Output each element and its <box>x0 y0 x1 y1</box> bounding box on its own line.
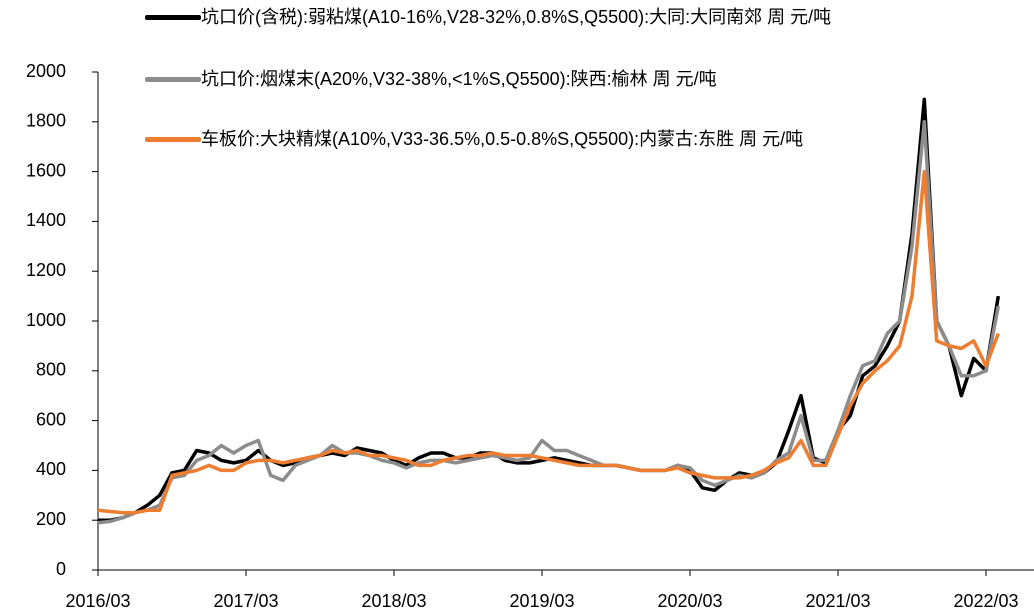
legend-label: 车板价:大块精煤(A10%,V33-36.5%,0.5-0.8%S,Q5500)… <box>201 129 804 149</box>
x-tick-label: 2016/03 <box>65 591 130 611</box>
x-tick-label: 2022/03 <box>953 591 1018 611</box>
series-line <box>98 97 1001 522</box>
legend-item: 坑口价:烟煤末(A20%,V32-38%,<1%S,Q5500):陕西:榆林 周… <box>145 66 975 93</box>
series-line <box>97 120 1001 525</box>
legend-swatch <box>145 137 201 142</box>
y-tick-label: 0 <box>56 559 66 579</box>
y-tick-label: 200 <box>36 509 66 529</box>
legend-swatch <box>145 77 201 82</box>
y-tick-label: 1800 <box>26 111 66 131</box>
series-line <box>97 169 1000 515</box>
x-tick-label: 2019/03 <box>509 591 574 611</box>
y-tick-label: 600 <box>36 409 66 429</box>
x-tick-label: 2017/03 <box>213 591 278 611</box>
y-tick-label: 1400 <box>26 210 66 230</box>
y-tick-label: 1000 <box>26 310 66 330</box>
legend-item: 车板价:大块精煤(A10%,V33-36.5%,0.5-0.8%S,Q5500)… <box>145 126 975 153</box>
legend-item: 坑口价(含税):弱粘煤(A10-16%,V28-32%,0.8%S,Q5500)… <box>145 4 975 31</box>
y-tick-label: 800 <box>36 360 66 380</box>
x-tick-label: 2021/03 <box>805 591 870 611</box>
legend-label: 坑口价(含税):弱粘煤(A10-16%,V28-32%,0.8%S,Q5500)… <box>201 7 832 27</box>
y-tick-label: 2000 <box>26 61 66 81</box>
x-tick-label: 2018/03 <box>361 591 426 611</box>
y-tick-label: 1200 <box>26 260 66 280</box>
legend-label: 坑口价:烟煤末(A20%,V32-38%,<1%S,Q5500):陕西:榆林 周… <box>201 69 717 89</box>
y-tick-label: 400 <box>36 459 66 479</box>
y-tick-label: 1600 <box>26 160 66 180</box>
x-tick-label: 2020/03 <box>657 591 722 611</box>
legend-swatch <box>145 15 201 20</box>
